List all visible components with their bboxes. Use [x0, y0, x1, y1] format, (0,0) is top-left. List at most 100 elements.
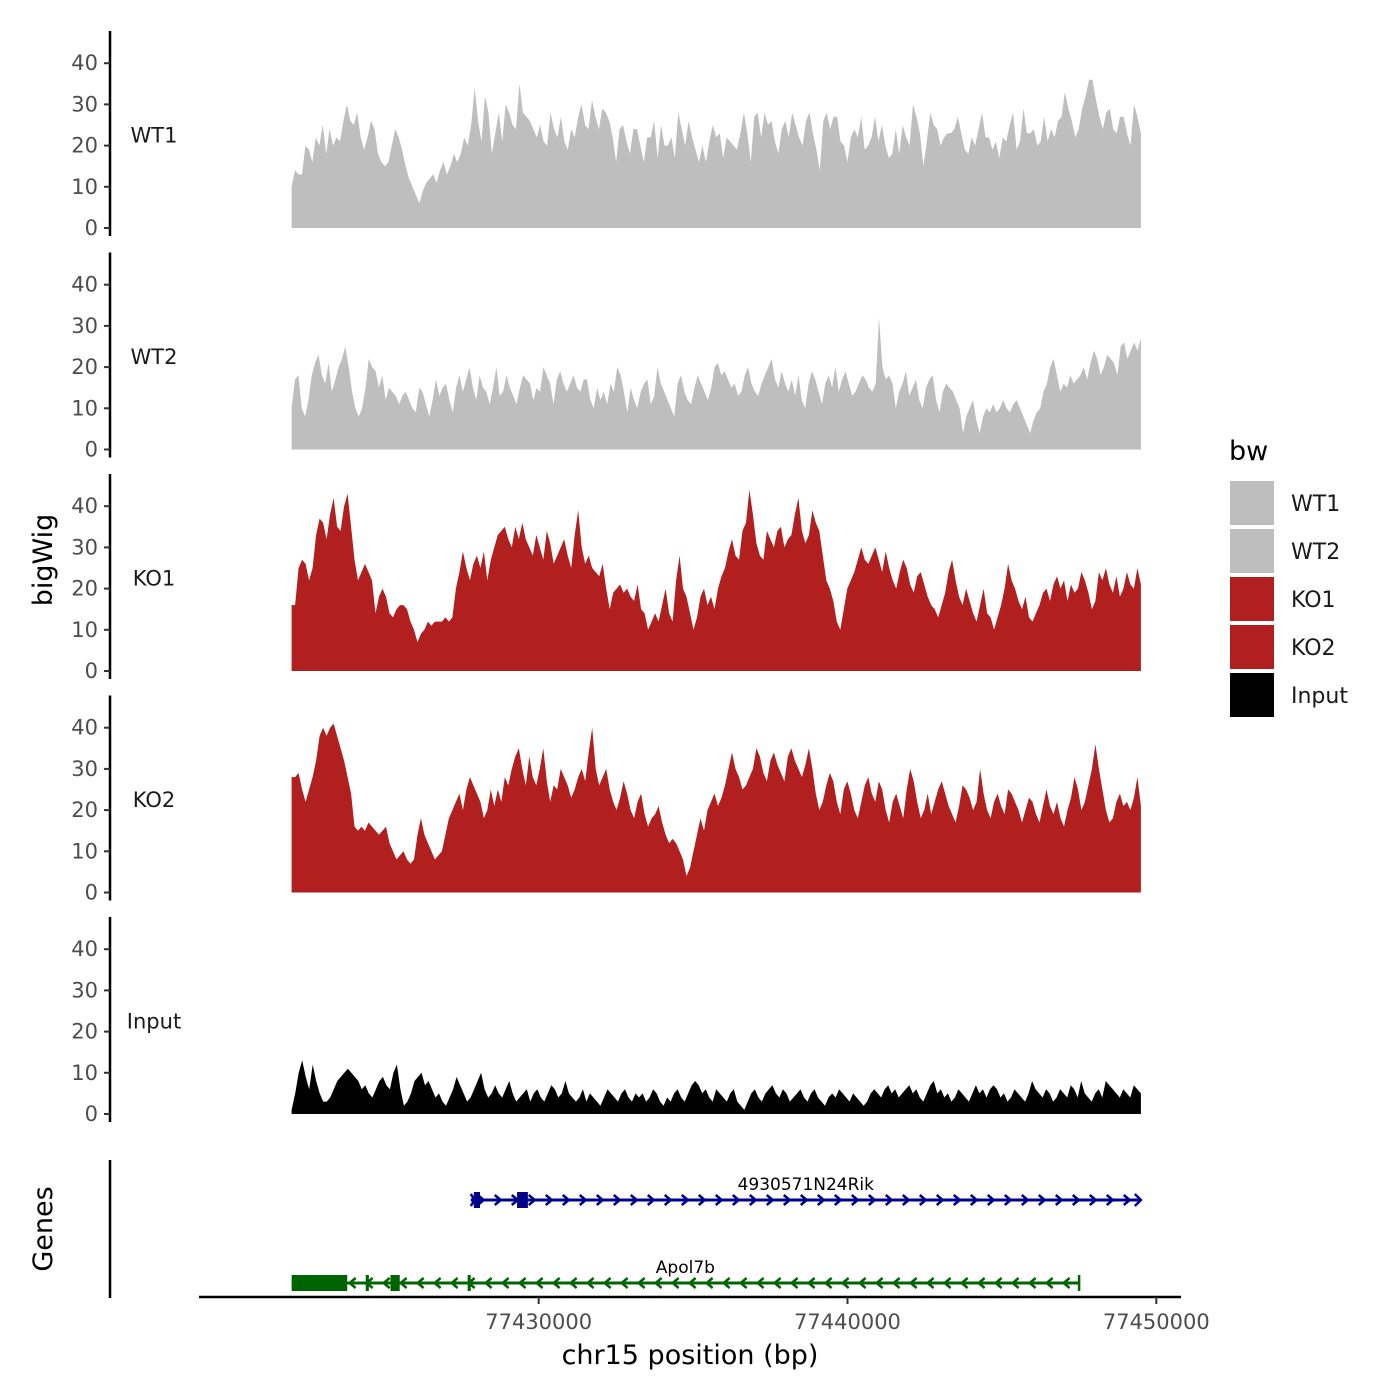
strand-chevron: [612, 1194, 622, 1206]
y-tick-label: 20: [71, 134, 98, 158]
strand-chevron: [1044, 1277, 1054, 1289]
exon: [291, 1275, 348, 1291]
legend-swatch: [1228, 479, 1276, 527]
strand-chevron: [884, 1194, 894, 1206]
x-tick-label: 77430000: [485, 1310, 592, 1334]
strand-chevron: [1003, 1194, 1013, 1206]
legend-label: KO2: [1291, 636, 1336, 661]
strand-chevron: [398, 1277, 408, 1289]
strand-chevron: [799, 1194, 809, 1206]
y-tick-label: 20: [71, 577, 98, 601]
track-ko2: 0 10 20 30 40 KO2: [71, 695, 1141, 905]
y-tick-label: 30: [71, 314, 98, 338]
strand-chevron: [1010, 1277, 1020, 1289]
strand-chevron: [1037, 1194, 1047, 1206]
strand-chevron: [816, 1194, 826, 1206]
strand-chevron: [534, 1277, 544, 1289]
y-axis-title: bigWig: [28, 514, 59, 607]
strand-chevron: [493, 1194, 503, 1206]
strand-chevron: [415, 1277, 425, 1289]
y-tick-label: 10: [71, 839, 98, 863]
coverage-area-ko1: [291, 489, 1141, 671]
strand-chevron: [840, 1277, 850, 1289]
strand-chevron: [918, 1194, 928, 1206]
legend-swatch: [1228, 527, 1276, 575]
strand-chevron: [347, 1277, 357, 1289]
strand-chevron: [952, 1194, 962, 1206]
strand-chevron: [731, 1194, 741, 1206]
strand-chevron: [602, 1277, 612, 1289]
strand-chevron: [908, 1277, 918, 1289]
strand-chevron: [500, 1277, 510, 1289]
coverage-area-input: [291, 1060, 1141, 1114]
gene-4930571n24rik: 4930571N24Rik: [469, 1175, 1143, 1208]
legend-swatch: [1228, 671, 1276, 719]
track-input: 0 10 20 30 40 Input: [71, 917, 1141, 1126]
strand-chevron: [449, 1277, 459, 1289]
strand-chevron: [986, 1194, 996, 1206]
strand-chevron: [483, 1277, 493, 1289]
strand-chevron: [782, 1194, 792, 1206]
legend-label: WT1: [1291, 492, 1340, 517]
legend-swatch: [1228, 575, 1276, 623]
strand-chevron: [714, 1194, 724, 1206]
strand-chevron: [935, 1194, 945, 1206]
gene-apol7b: Apol7b: [291, 1258, 1081, 1291]
strand-chevron: [925, 1277, 935, 1289]
strand-chevron: [823, 1277, 833, 1289]
strand-chevron: [1061, 1277, 1071, 1289]
strand-chevron: [891, 1277, 901, 1289]
tracks-layer: 0 10 20 30 40 WT1 0 10 20 30 40 WT2 0 10 20 30 40 KO1 0 10 2…: [71, 31, 1141, 1126]
strand-chevron: [959, 1277, 969, 1289]
track-ko1: 0 10 20 30 40 KO1: [71, 474, 1141, 683]
legend-item-wt2: WT2: [1228, 527, 1340, 575]
x-axis: chr15 position (bp) 77430000 77440000 7745…: [199, 1295, 1210, 1371]
exon: [365, 1275, 369, 1291]
strand-chevron: [704, 1277, 714, 1289]
strand-chevron: [748, 1194, 758, 1206]
strand-chevron: [527, 1194, 537, 1206]
strand-chevron: [636, 1277, 646, 1289]
track-label: KO2: [133, 788, 176, 812]
y-tick-label: 40: [71, 716, 98, 740]
strand-chevron: [578, 1194, 588, 1206]
strand-chevron: [806, 1277, 816, 1289]
y-tick-label: 10: [71, 396, 98, 420]
x-axis-title: chr15 position (bp): [562, 1340, 819, 1371]
gene-label: 4930571N24Rik: [738, 1175, 875, 1195]
y-tick-label: 0: [85, 216, 98, 240]
y-tick-label: 20: [71, 798, 98, 822]
y-tick-label: 40: [71, 273, 98, 297]
strand-chevron: [653, 1277, 663, 1289]
track-label: KO1: [133, 566, 176, 590]
strand-chevron: [1088, 1194, 1098, 1206]
strand-chevron: [857, 1277, 867, 1289]
y-tick-label: 30: [71, 978, 98, 1002]
track-label: WT2: [131, 345, 178, 369]
y-tick-label: 10: [71, 1061, 98, 1085]
strand-chevron: [789, 1277, 799, 1289]
y-tick-label: 20: [71, 1020, 98, 1044]
strand-chevron: [381, 1277, 391, 1289]
strand-chevron: [721, 1277, 731, 1289]
strand-chevron: [629, 1194, 639, 1206]
strand-chevron: [772, 1277, 782, 1289]
strand-chevron: [993, 1277, 1003, 1289]
strand-chevron: [687, 1277, 697, 1289]
strand-chevron: [874, 1277, 884, 1289]
gene-label: Apol7b: [656, 1258, 715, 1278]
strand-chevron: [755, 1277, 765, 1289]
y-tick-label: 40: [71, 494, 98, 518]
legend-item-wt1: WT1: [1228, 479, 1340, 527]
strand-chevron: [765, 1194, 775, 1206]
strand-chevron: [432, 1277, 442, 1289]
strand-chevron: [585, 1277, 595, 1289]
track-wt2: 0 10 20 30 40 WT2: [71, 252, 1141, 462]
strand-chevron: [680, 1194, 690, 1206]
strand-chevron: [619, 1277, 629, 1289]
gene-end-arrow: [1133, 1193, 1143, 1207]
exon: [467, 1275, 471, 1291]
strand-chevron: [551, 1277, 561, 1289]
exon: [517, 1192, 528, 1208]
strand-chevron: [595, 1194, 605, 1206]
